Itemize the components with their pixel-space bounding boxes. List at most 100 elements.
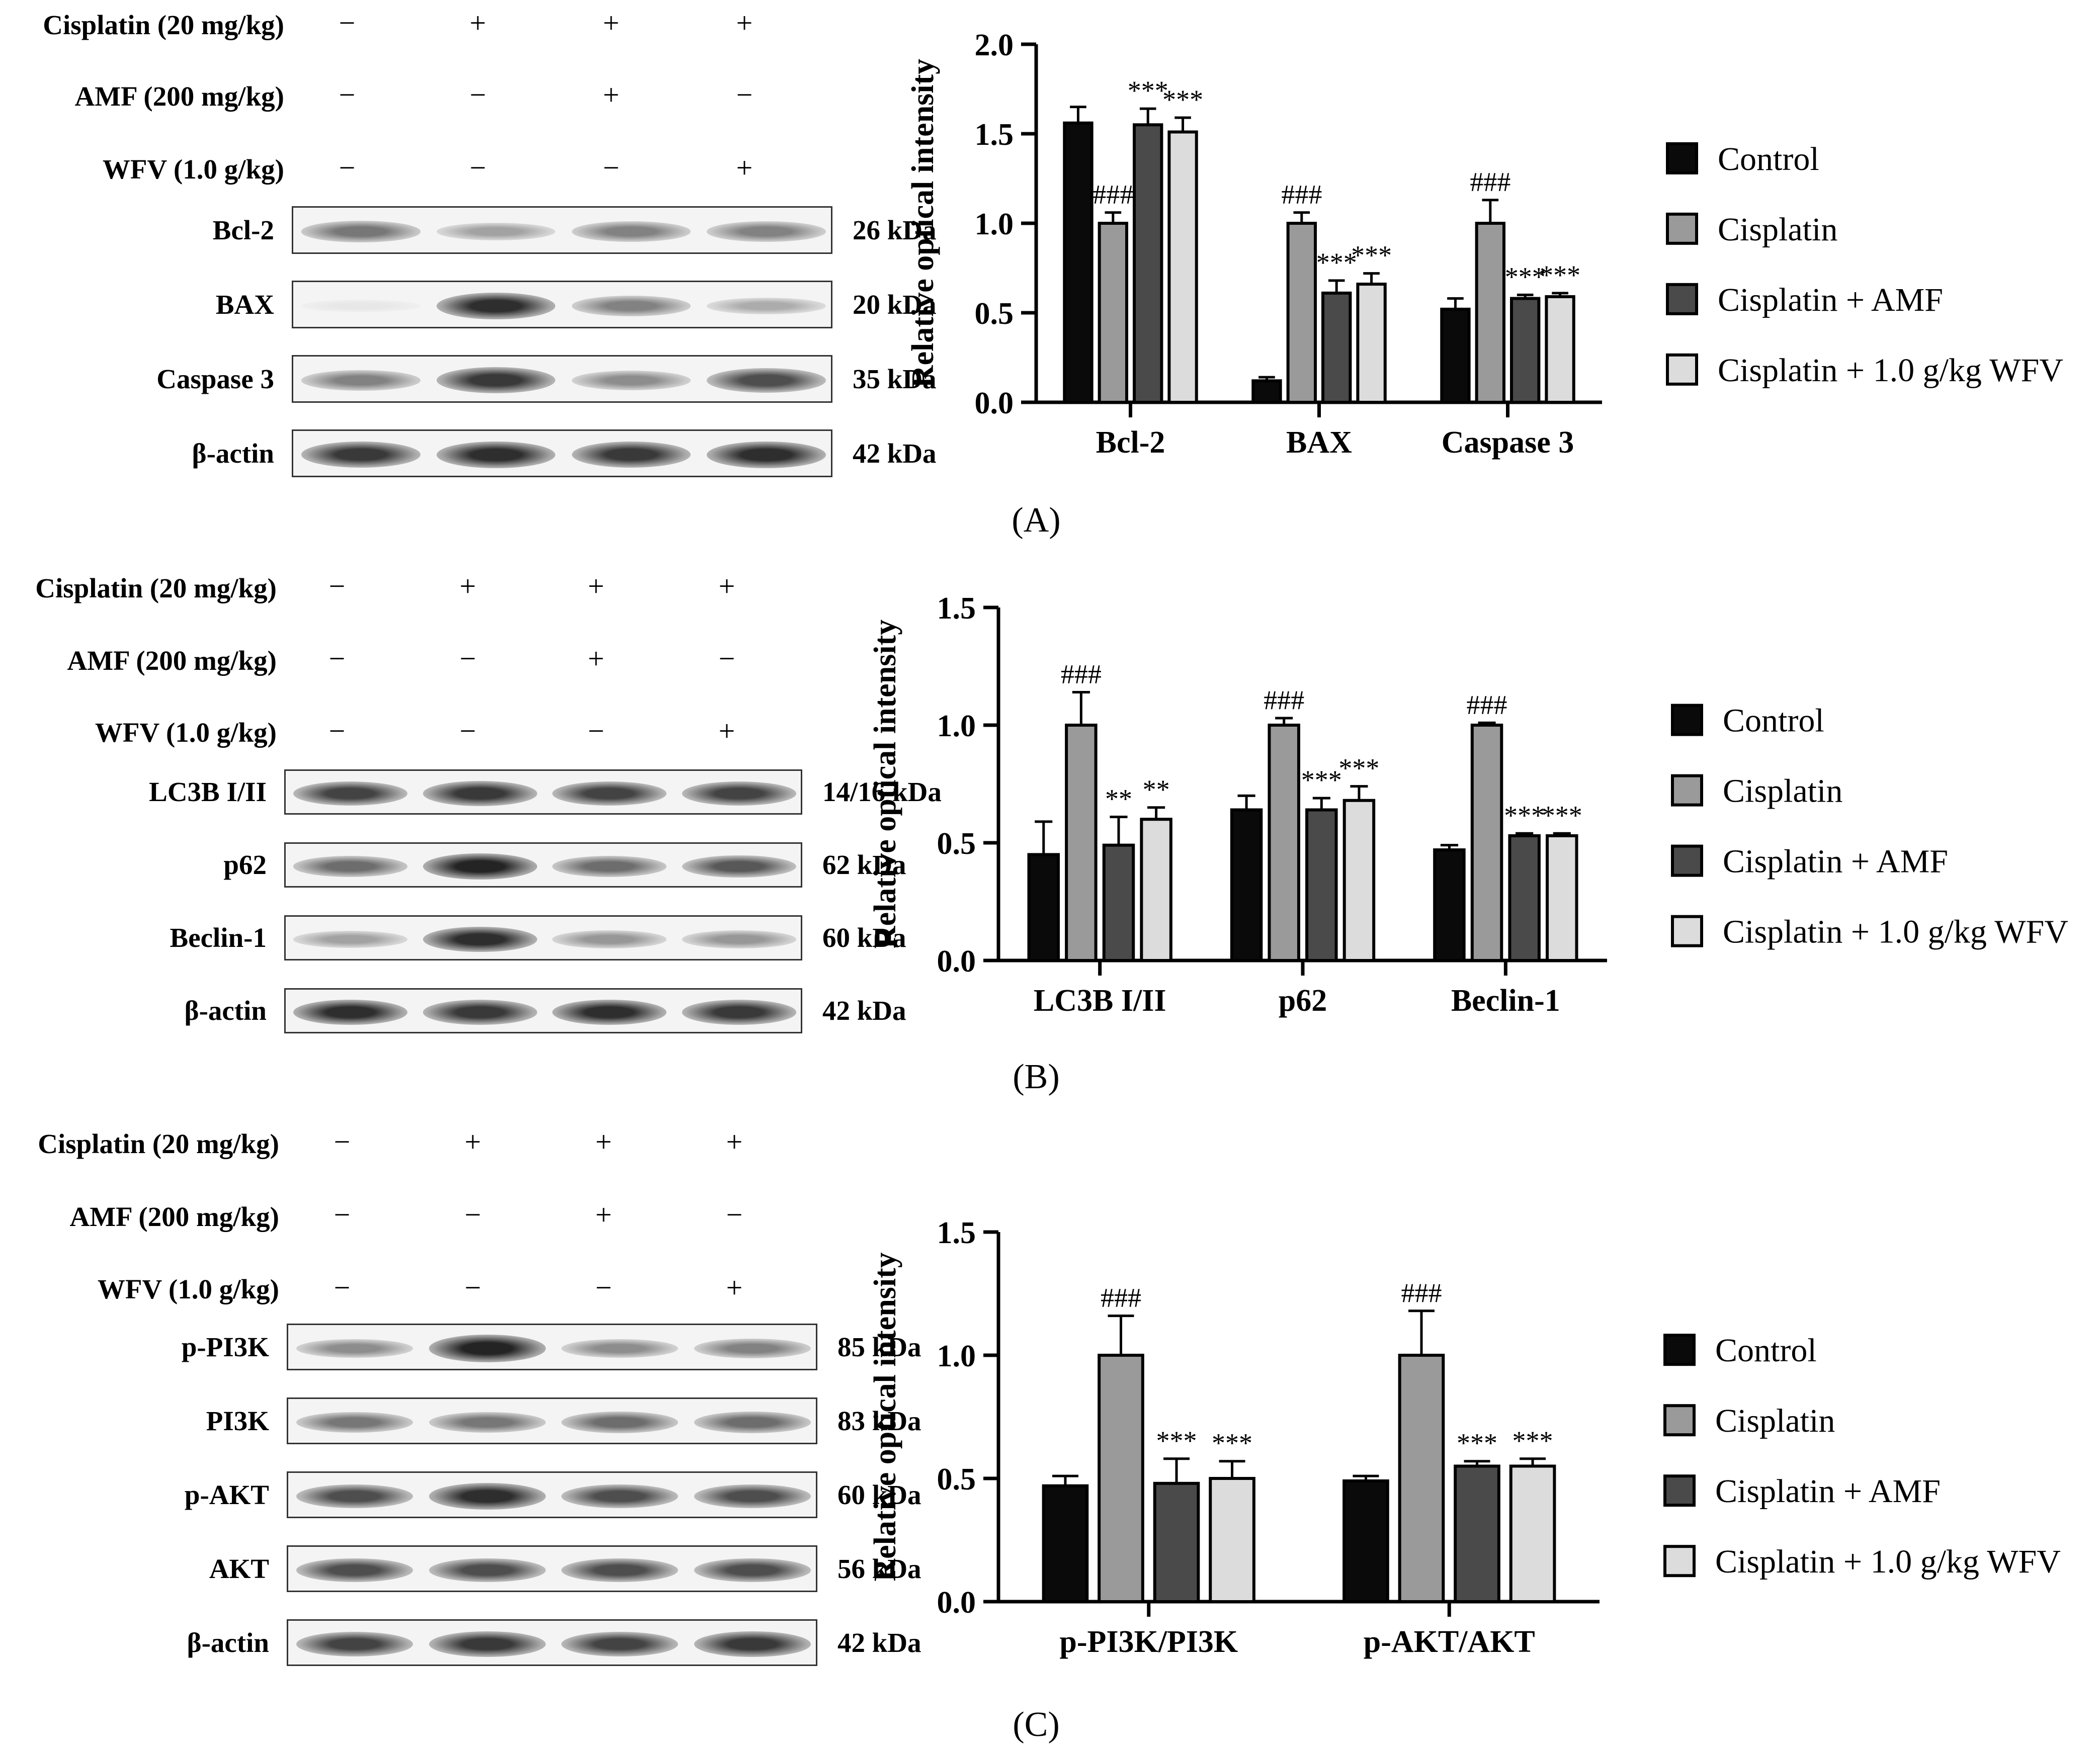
treatment-label-wfv: WFV (1.0 g/kg) [95,717,277,748]
blot-band [694,1484,811,1509]
kda-label: 35 kDa [853,363,937,394]
blot-image [287,1545,817,1592]
significance-mark: ### [1281,180,1322,210]
significance-mark: *** [1338,753,1379,783]
bar [1098,222,1128,404]
blot-band [707,221,826,242]
blot-band [293,931,408,948]
blot-label: Caspase 3 [156,363,274,394]
y-tick-label: 0.5 [937,827,976,861]
significance-mark: *** [1542,800,1582,830]
legend-swatch [1666,142,1698,174]
x-tick-label: Caspase 3 [1442,425,1574,460]
blot-band [301,370,421,391]
significance-mark: ### [1061,659,1102,689]
blot-band [552,930,667,948]
minus-sign: − [339,7,356,39]
blot-label: AKT [209,1553,269,1584]
kda-label: 20 kDa [853,289,937,320]
y-tick-label: 1.0 [937,709,976,743]
y-tick-label: 1.0 [937,1339,976,1373]
blot-band [571,221,691,242]
significance-mark: ### [1093,180,1133,210]
blot-image [292,355,832,403]
blot-label: p-AKT [184,1479,269,1510]
blot-image [287,1397,817,1444]
legend-label: Cisplatin + AMF [1723,843,1948,880]
minus-sign: − [459,642,476,675]
minus-sign: − [464,1198,481,1231]
bar [1268,724,1300,962]
kda-label: 85 kDa [837,1331,921,1362]
kda-label: 14/16 kDa [822,776,942,807]
y-axis-label: Relative optical intensity [906,59,940,388]
blot-band [296,1484,413,1509]
legend-label: Control [1718,141,1819,178]
legend-swatch [1671,844,1703,877]
blot-band [423,926,537,952]
blot-band [707,297,826,315]
bar [1153,1481,1200,1604]
bar [1098,1354,1144,1603]
treatment-label-cisplatin: Cisplatin (20 mg/kg) [38,1128,279,1159]
significance-mark: *** [1505,261,1546,292]
blot-label: β-actin [192,437,274,469]
significance-mark: *** [1540,260,1580,290]
blot-band [301,221,421,242]
y-axis-label: Relative optical intensity [868,1252,902,1581]
blot-band [429,1335,546,1362]
legend-swatch [1663,1334,1696,1366]
blot-band [296,1631,413,1657]
plus-sign: + [587,642,605,675]
chart-b: 0.0 0.5 1.0 1.5 Relative optical intensity LC… [868,591,2068,1018]
plus-sign: + [603,7,620,39]
panel-letter: (B) [1013,1058,1060,1096]
significance-mark: *** [1457,1428,1497,1458]
plus-sign: + [459,570,476,602]
kda-label: 56 kDa [837,1553,921,1584]
y-axis-label: Relative optical intensity [868,620,902,948]
blot-label: Bcl-2 [212,214,274,245]
blot-label: p-PI3K [181,1331,269,1362]
blot-band [682,855,796,878]
y-tick-label: 1.0 [975,207,1014,241]
blot-image [284,769,802,815]
blot-band [571,296,691,316]
significance-mark: *** [1513,1426,1553,1456]
blot-image [292,206,832,254]
legend-swatch [1666,353,1698,386]
kda-label: 42 kDa [822,995,906,1026]
y-tick-label: 1.5 [937,591,976,626]
kda-label: 60 kDa [837,1479,921,1510]
minus-sign: − [469,151,486,184]
plus-sign: + [718,570,735,602]
blot-band [561,1631,679,1657]
legend-swatch [1671,774,1703,807]
x-tick-label: BAX [1286,425,1352,460]
x-tick-label: p-PI3K/PI3K [1059,1625,1238,1659]
legend-swatch [1663,1404,1696,1437]
bar [1454,1464,1500,1603]
minus-sign: − [603,151,620,184]
blot-band [561,1484,679,1509]
bar [1398,1354,1445,1603]
x-tick-label: p-AKT/AKT [1364,1625,1535,1659]
plus-sign: + [595,1125,612,1158]
bar [1065,724,1098,962]
blot-band [561,1558,679,1583]
significance-mark: *** [1301,765,1342,795]
panel-letter: (C) [1013,1705,1060,1744]
blot-band [707,368,826,393]
blot-image [292,281,832,328]
significance-mark: *** [1316,247,1357,278]
blot-image [287,1619,817,1666]
minus-sign: − [328,642,346,675]
blot-band [301,442,421,468]
blot-image [292,429,832,477]
blot-band [423,781,537,806]
bar [1546,834,1578,962]
minus-sign: − [736,78,753,111]
plus-sign: + [595,1198,612,1231]
bar [1042,1484,1089,1603]
blot-label: PI3K [206,1405,269,1436]
